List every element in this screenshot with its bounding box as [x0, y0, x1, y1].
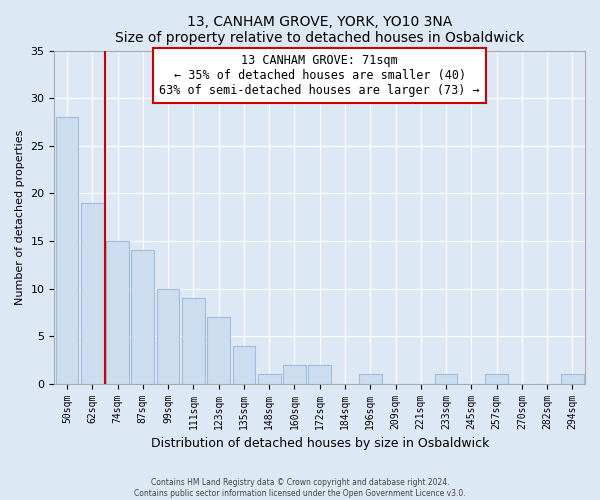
Bar — [434, 374, 457, 384]
Bar — [308, 364, 331, 384]
Bar — [207, 317, 230, 384]
Y-axis label: Number of detached properties: Number of detached properties — [15, 130, 25, 305]
Bar — [131, 250, 154, 384]
Text: 13 CANHAM GROVE: 71sqm
← 35% of detached houses are smaller (40)
63% of semi-det: 13 CANHAM GROVE: 71sqm ← 35% of detached… — [160, 54, 480, 97]
Bar — [106, 241, 129, 384]
Bar — [233, 346, 255, 384]
Text: Contains HM Land Registry data © Crown copyright and database right 2024.
Contai: Contains HM Land Registry data © Crown c… — [134, 478, 466, 498]
X-axis label: Distribution of detached houses by size in Osbaldwick: Distribution of detached houses by size … — [151, 437, 489, 450]
Bar — [359, 374, 382, 384]
Bar — [258, 374, 281, 384]
Bar — [485, 374, 508, 384]
Bar — [157, 288, 179, 384]
Title: 13, CANHAM GROVE, YORK, YO10 3NA
Size of property relative to detached houses in: 13, CANHAM GROVE, YORK, YO10 3NA Size of… — [115, 15, 524, 45]
Bar — [561, 374, 584, 384]
Bar — [81, 203, 104, 384]
Bar — [56, 117, 79, 384]
Bar — [182, 298, 205, 384]
Bar — [283, 364, 306, 384]
